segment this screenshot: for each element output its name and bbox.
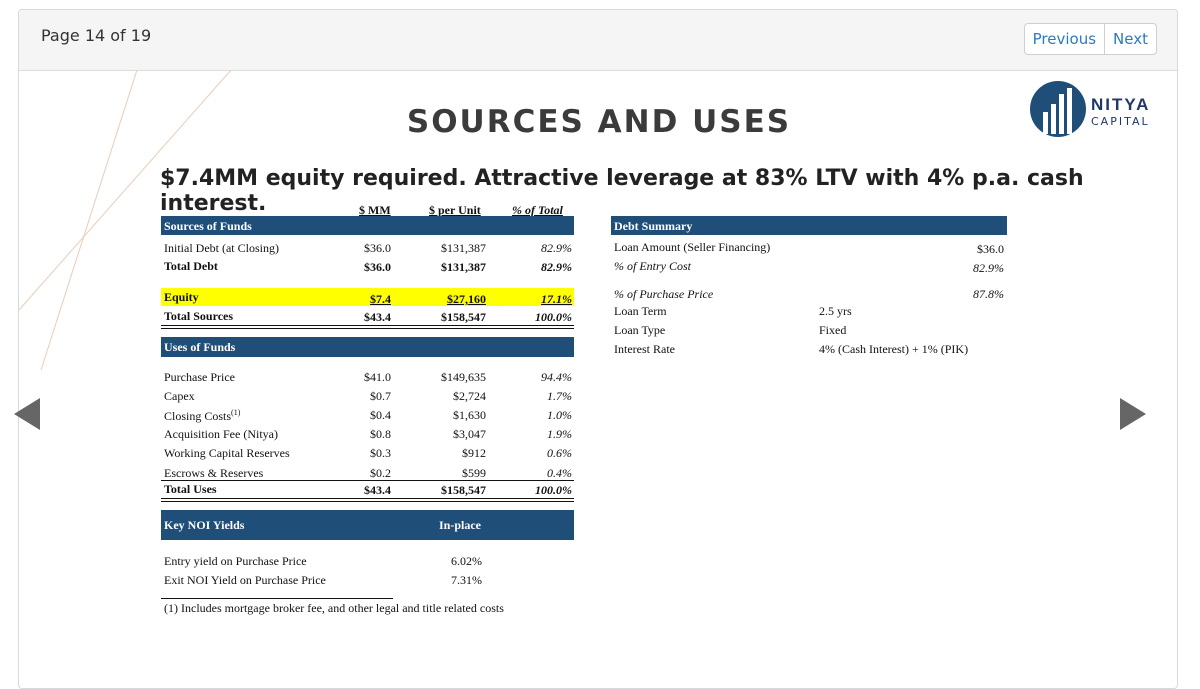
- document-viewer: Page 14 of 19 Previous Next NITYA CAPITA…: [18, 9, 1178, 689]
- uses-row-label: Working Capital Reserves: [164, 446, 290, 460]
- exit-yield-label: Exit NOI Yield on Purchase Price: [164, 573, 326, 587]
- total-debt-label: Total Debt: [164, 259, 218, 273]
- uses-row-pct: 0.4%: [547, 466, 572, 480]
- noi-header-label: Key NOI Yields: [164, 518, 245, 532]
- footnote: (1) Includes mortgage broker fee, and ot…: [164, 601, 504, 615]
- entry-yield-label: Entry yield on Purchase Price: [164, 554, 307, 568]
- sources-header: Sources of Funds: [161, 216, 574, 235]
- footnote-rule: [161, 598, 393, 599]
- pagination-controls: Previous Next: [1023, 23, 1157, 55]
- uses-row-pct: 1.7%: [547, 389, 572, 403]
- total-uses-mm: $43.4: [364, 483, 391, 497]
- total-debt-mm: $36.0: [364, 260, 391, 274]
- equity-per-unit: $27,160: [447, 292, 486, 306]
- slide-title: SOURCES AND USES: [406, 104, 792, 140]
- loan-type-label: Loan Type: [614, 323, 666, 337]
- uses-row-mm: $0.4: [370, 408, 391, 422]
- uses-row-mm: $0.3: [370, 446, 391, 460]
- uses-row-per-unit: $149,635: [441, 370, 486, 384]
- col-header-mm: $ MM: [359, 203, 391, 217]
- total-uses-pct: 100.0%: [535, 483, 572, 497]
- exit-yield-value: 7.31%: [451, 573, 482, 587]
- loan-type-value: Fixed: [819, 323, 847, 337]
- slide: NITYA CAPITAL SOURCES AND USES $7.4MM eq…: [19, 70, 1177, 688]
- loan-term-label: Loan Term: [614, 304, 667, 318]
- page-indicator: Page 14 of 19: [41, 26, 152, 45]
- uses-row-pct: 1.0%: [547, 408, 572, 422]
- total-uses-per-unit: $158,547: [441, 483, 486, 497]
- uses-row-per-unit: $3,047: [453, 427, 486, 441]
- col-header-pct: % of Total: [512, 203, 563, 217]
- debt-summary-header: Debt Summary: [611, 216, 1007, 235]
- uses-row-pct: 0.6%: [547, 446, 572, 460]
- initial-debt-pct: 82.9%: [541, 241, 572, 255]
- uses-row-per-unit: $599: [462, 466, 486, 480]
- uses-row-per-unit: $2,724: [453, 389, 486, 403]
- equity-label: Equity: [164, 290, 199, 304]
- equity-mm: $7.4: [370, 292, 391, 306]
- next-button[interactable]: Next: [1104, 24, 1156, 54]
- uses-row-per-unit: $912: [462, 446, 486, 460]
- total-debt-pct: 82.9%: [541, 260, 572, 274]
- uses-row-per-unit: $1,630: [453, 408, 486, 422]
- noi-col-inplace: In-place: [439, 518, 481, 532]
- col-header-per-unit: $ per Unit: [429, 203, 481, 217]
- uses-row-label: Escrows & Reserves: [164, 466, 264, 480]
- building-logo-icon: [1030, 81, 1086, 137]
- loan-term-value: 2.5 yrs: [819, 304, 852, 318]
- logo-subtitle: CAPITAL: [1091, 115, 1150, 128]
- nitya-capital-logo: NITYA CAPITAL: [1029, 80, 1169, 140]
- uses-row-label: Acquisition Fee (Nitya): [164, 427, 278, 441]
- interest-rate-label: Interest Rate: [614, 342, 675, 356]
- pct-entry-cost-label: % of Entry Cost: [614, 259, 691, 273]
- logo-name: NITYA: [1091, 95, 1151, 114]
- viewer-header: Page 14 of 19 Previous Next: [19, 10, 1177, 71]
- loan-amount-label: Loan Amount (Seller Financing): [614, 240, 771, 254]
- pct-purchase-price-value: 87.8%: [973, 287, 1004, 301]
- initial-debt-label: Initial Debt (at Closing): [164, 241, 279, 255]
- uses-row-pct: 1.9%: [547, 427, 572, 441]
- uses-header-label: Uses of Funds: [164, 340, 236, 354]
- uses-subtotal-rule: [161, 480, 574, 481]
- previous-button[interactable]: Previous: [1032, 30, 1097, 48]
- total-sources-per-unit: $158,547: [441, 310, 486, 324]
- uses-row-pct: 94.4%: [541, 370, 572, 384]
- uses-row-mm: $0.8: [370, 427, 391, 441]
- initial-debt-mm: $36.0: [364, 241, 391, 255]
- previous-page-arrow-icon[interactable]: [14, 398, 40, 430]
- sources-header-label: Sources of Funds: [164, 219, 252, 233]
- pct-entry-cost-value: 82.9%: [973, 261, 1004, 275]
- noi-header: Key NOI Yields In-place: [161, 510, 574, 540]
- uses-row-label: Capex: [164, 389, 195, 403]
- initial-debt-per-unit: $131,387: [441, 241, 486, 255]
- uses-row-label: Purchase Price: [164, 370, 235, 384]
- total-sources-label: Total Sources: [164, 309, 234, 323]
- uses-header: Uses of Funds: [161, 337, 574, 357]
- uses-row-mm: $0.7: [370, 389, 391, 403]
- total-sources-rule: [161, 325, 574, 329]
- entry-yield-value: 6.02%: [451, 554, 482, 568]
- footnote-marker: (1): [231, 408, 241, 417]
- uses-row-mm: $41.0: [364, 370, 391, 384]
- loan-amount-value: $36.0: [977, 242, 1004, 256]
- pct-purchase-price-label: % of Purchase Price: [614, 287, 714, 301]
- uses-row-closing-costs: Closing Costs(1): [164, 408, 240, 424]
- uses-row-mm: $0.2: [370, 466, 391, 480]
- debt-summary-header-label: Debt Summary: [614, 219, 693, 233]
- decorative-lines: [19, 70, 232, 370]
- equity-highlight: [161, 288, 574, 306]
- total-sources-pct: 100.0%: [535, 310, 572, 324]
- slide-subtitle: $7.4MM equity required. Attractive lever…: [160, 166, 1084, 216]
- total-uses-label: Total Uses: [164, 482, 217, 496]
- equity-pct: 17.1%: [541, 292, 572, 306]
- interest-rate-value: 4% (Cash Interest) + 1% (PIK): [819, 342, 969, 356]
- total-sources-mm: $43.4: [364, 310, 391, 324]
- next-page-arrow-icon[interactable]: [1120, 398, 1146, 430]
- uses-row-label: Closing Costs: [164, 409, 232, 423]
- total-debt-per-unit: $131,387: [441, 260, 486, 274]
- total-uses-rule: [161, 498, 574, 502]
